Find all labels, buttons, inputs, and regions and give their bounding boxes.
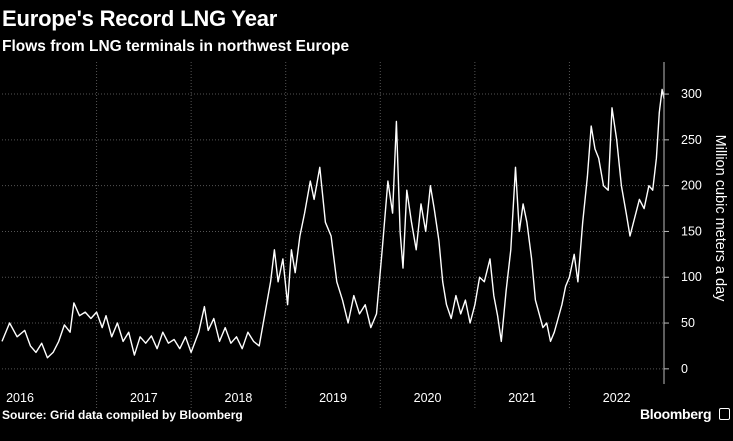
y-tick-label: 100: [681, 270, 702, 284]
y-tick-label: 250: [681, 133, 702, 147]
x-tick-label: 2019: [319, 391, 347, 405]
y-tick-label: 150: [681, 224, 702, 238]
y-tick-label: 300: [681, 87, 702, 101]
series-line: [1, 88, 665, 359]
y-tick-label: 0: [681, 362, 688, 376]
bloomberg-logo: Bloomberg: [640, 406, 712, 422]
x-tick-label: 2017: [130, 391, 158, 405]
chart-title: Europe's Record LNG Year: [2, 6, 278, 31]
y-tick-label: 50: [681, 316, 695, 330]
x-tick-label: 2022: [603, 391, 631, 405]
x-tick-label: 2016: [6, 391, 34, 405]
chart-subtitle: Flows from LNG terminals in northwest Eu…: [2, 38, 350, 55]
y-axis-label: Million cubic meters a day: [712, 135, 728, 303]
x-tick-label: 2021: [508, 391, 536, 405]
x-tick-label: 2020: [414, 391, 442, 405]
source-note: Source: Grid data compiled by Bloomberg: [2, 408, 243, 422]
y-tick-label: 200: [681, 179, 702, 193]
x-tick-label: 2018: [225, 391, 253, 405]
bloomberg-square-icon: [719, 408, 730, 420]
